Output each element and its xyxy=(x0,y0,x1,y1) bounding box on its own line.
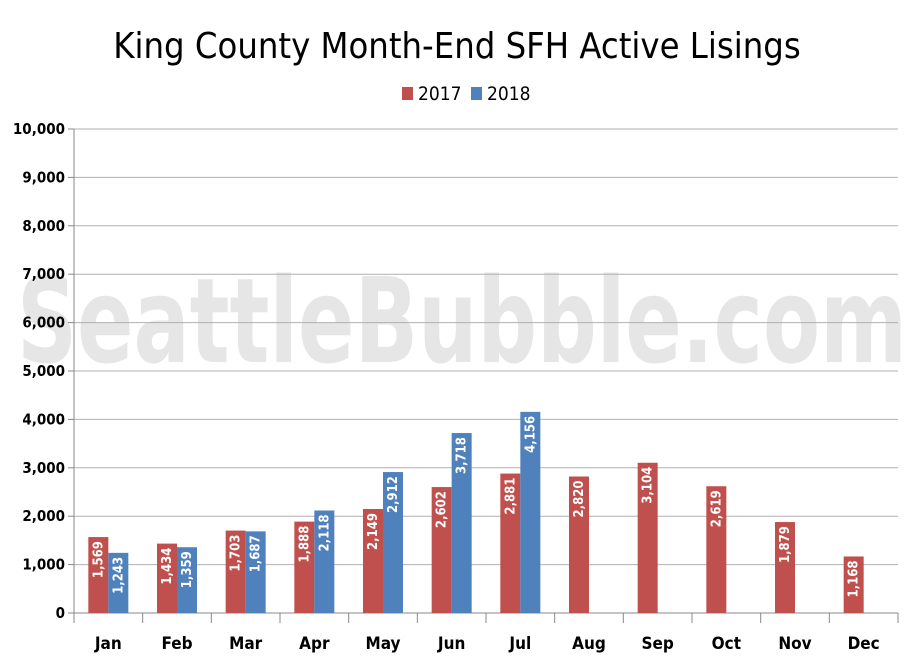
bar-2018-apr xyxy=(314,510,335,613)
bar-2018-jul xyxy=(520,411,541,613)
data-label: 1,359 xyxy=(180,551,195,588)
x-tick-label: Jun xyxy=(437,634,465,654)
x-tick-label: May xyxy=(366,634,401,654)
data-label: 2,602 xyxy=(435,491,450,528)
legend-label: 2018 xyxy=(487,83,531,105)
data-label: 2,149 xyxy=(366,513,381,550)
bar-2017-may xyxy=(363,508,383,613)
bar-2017-jun xyxy=(431,487,452,613)
x-tick-label: Oct xyxy=(712,634,741,654)
watermark: SeattleBubble.com xyxy=(17,252,907,390)
data-label: 1,879 xyxy=(778,526,793,563)
bar-2017-feb xyxy=(157,543,177,613)
bar-2017-oct xyxy=(706,486,727,613)
x-tick-label: Aug xyxy=(572,634,606,654)
bar-2018-mar xyxy=(245,531,266,613)
bar-2017-nov xyxy=(775,522,795,613)
x-tick-label: Apr xyxy=(299,634,330,654)
y-tick-label: 10,000 xyxy=(13,120,65,138)
bar-2017-apr xyxy=(294,521,315,613)
bar-2018-jan xyxy=(108,552,129,613)
bars: 1,569 1,434 1,703 1,888 2,149 2,602 2,881 2,820… xyxy=(88,411,864,613)
data-label: 1,434 xyxy=(160,548,175,585)
legend-swatch xyxy=(402,87,413,100)
y-tick-label: 2,000 xyxy=(22,507,65,525)
x-tick-label: Nov xyxy=(778,634,811,654)
chart-title: King County Month-End SFH Active Lisings xyxy=(113,26,800,67)
bar-2017-mar xyxy=(225,530,246,613)
data-label: 2,881 xyxy=(503,478,518,515)
y-tick-label: 3,000 xyxy=(22,459,65,477)
y-tick-label: 4,000 xyxy=(22,410,65,428)
data-label: 1,243 xyxy=(111,557,126,594)
bar-2017-jul xyxy=(500,473,521,613)
x-tick-label: Sep xyxy=(641,634,673,654)
legend-label: 2017 xyxy=(418,83,462,105)
bar-2018-feb xyxy=(177,547,197,613)
bar-2018-may xyxy=(383,472,403,613)
bar-2017-sep xyxy=(637,462,658,613)
x-tick-label: Jan xyxy=(94,634,122,654)
x-tick-label: Mar xyxy=(229,634,263,654)
x-tick-label: Jul xyxy=(508,634,531,654)
data-label: 1,687 xyxy=(249,535,264,572)
y-tick-label: 8,000 xyxy=(22,217,65,235)
bar-2017-jan xyxy=(88,537,109,613)
y-tick-label: 0 xyxy=(56,604,65,622)
y-axis: 0 1,000 2,000 3,000 4,000 5,000 6,000 7,000 8,00… xyxy=(13,120,75,622)
x-tick-label: Feb xyxy=(161,634,192,654)
gridlines xyxy=(74,128,898,614)
data-label: 1,569 xyxy=(91,541,106,578)
bar-2017-aug xyxy=(569,476,589,613)
data-label: 2,118 xyxy=(317,514,332,551)
data-label: 3,104 xyxy=(641,467,656,504)
data-label: 1,168 xyxy=(847,560,862,597)
data-label: 1,888 xyxy=(297,526,312,563)
y-tick-label: 9,000 xyxy=(22,168,65,186)
data-label: 2,619 xyxy=(709,490,724,527)
x-tick-label: Dec xyxy=(848,634,880,654)
data-label: 2,912 xyxy=(386,476,401,513)
bar-2017-dec xyxy=(843,556,864,613)
data-label: 1,703 xyxy=(229,535,244,572)
bar-2018-jun xyxy=(451,433,472,613)
legend: 2017 2018 xyxy=(402,83,531,105)
y-tick-label: 6,000 xyxy=(22,314,65,332)
data-label: 4,156 xyxy=(523,416,538,453)
y-tick-label: 1,000 xyxy=(22,556,65,574)
x-axis: Jan Feb Mar Apr May Jun Jul Aug Sep Oct Nov Dec xyxy=(73,613,899,654)
y-tick-label: 5,000 xyxy=(22,362,65,380)
y-tick-label: 7,000 xyxy=(22,265,65,283)
data-label: 3,718 xyxy=(455,437,470,474)
legend-swatch xyxy=(471,87,482,100)
data-label: 2,820 xyxy=(572,481,587,518)
